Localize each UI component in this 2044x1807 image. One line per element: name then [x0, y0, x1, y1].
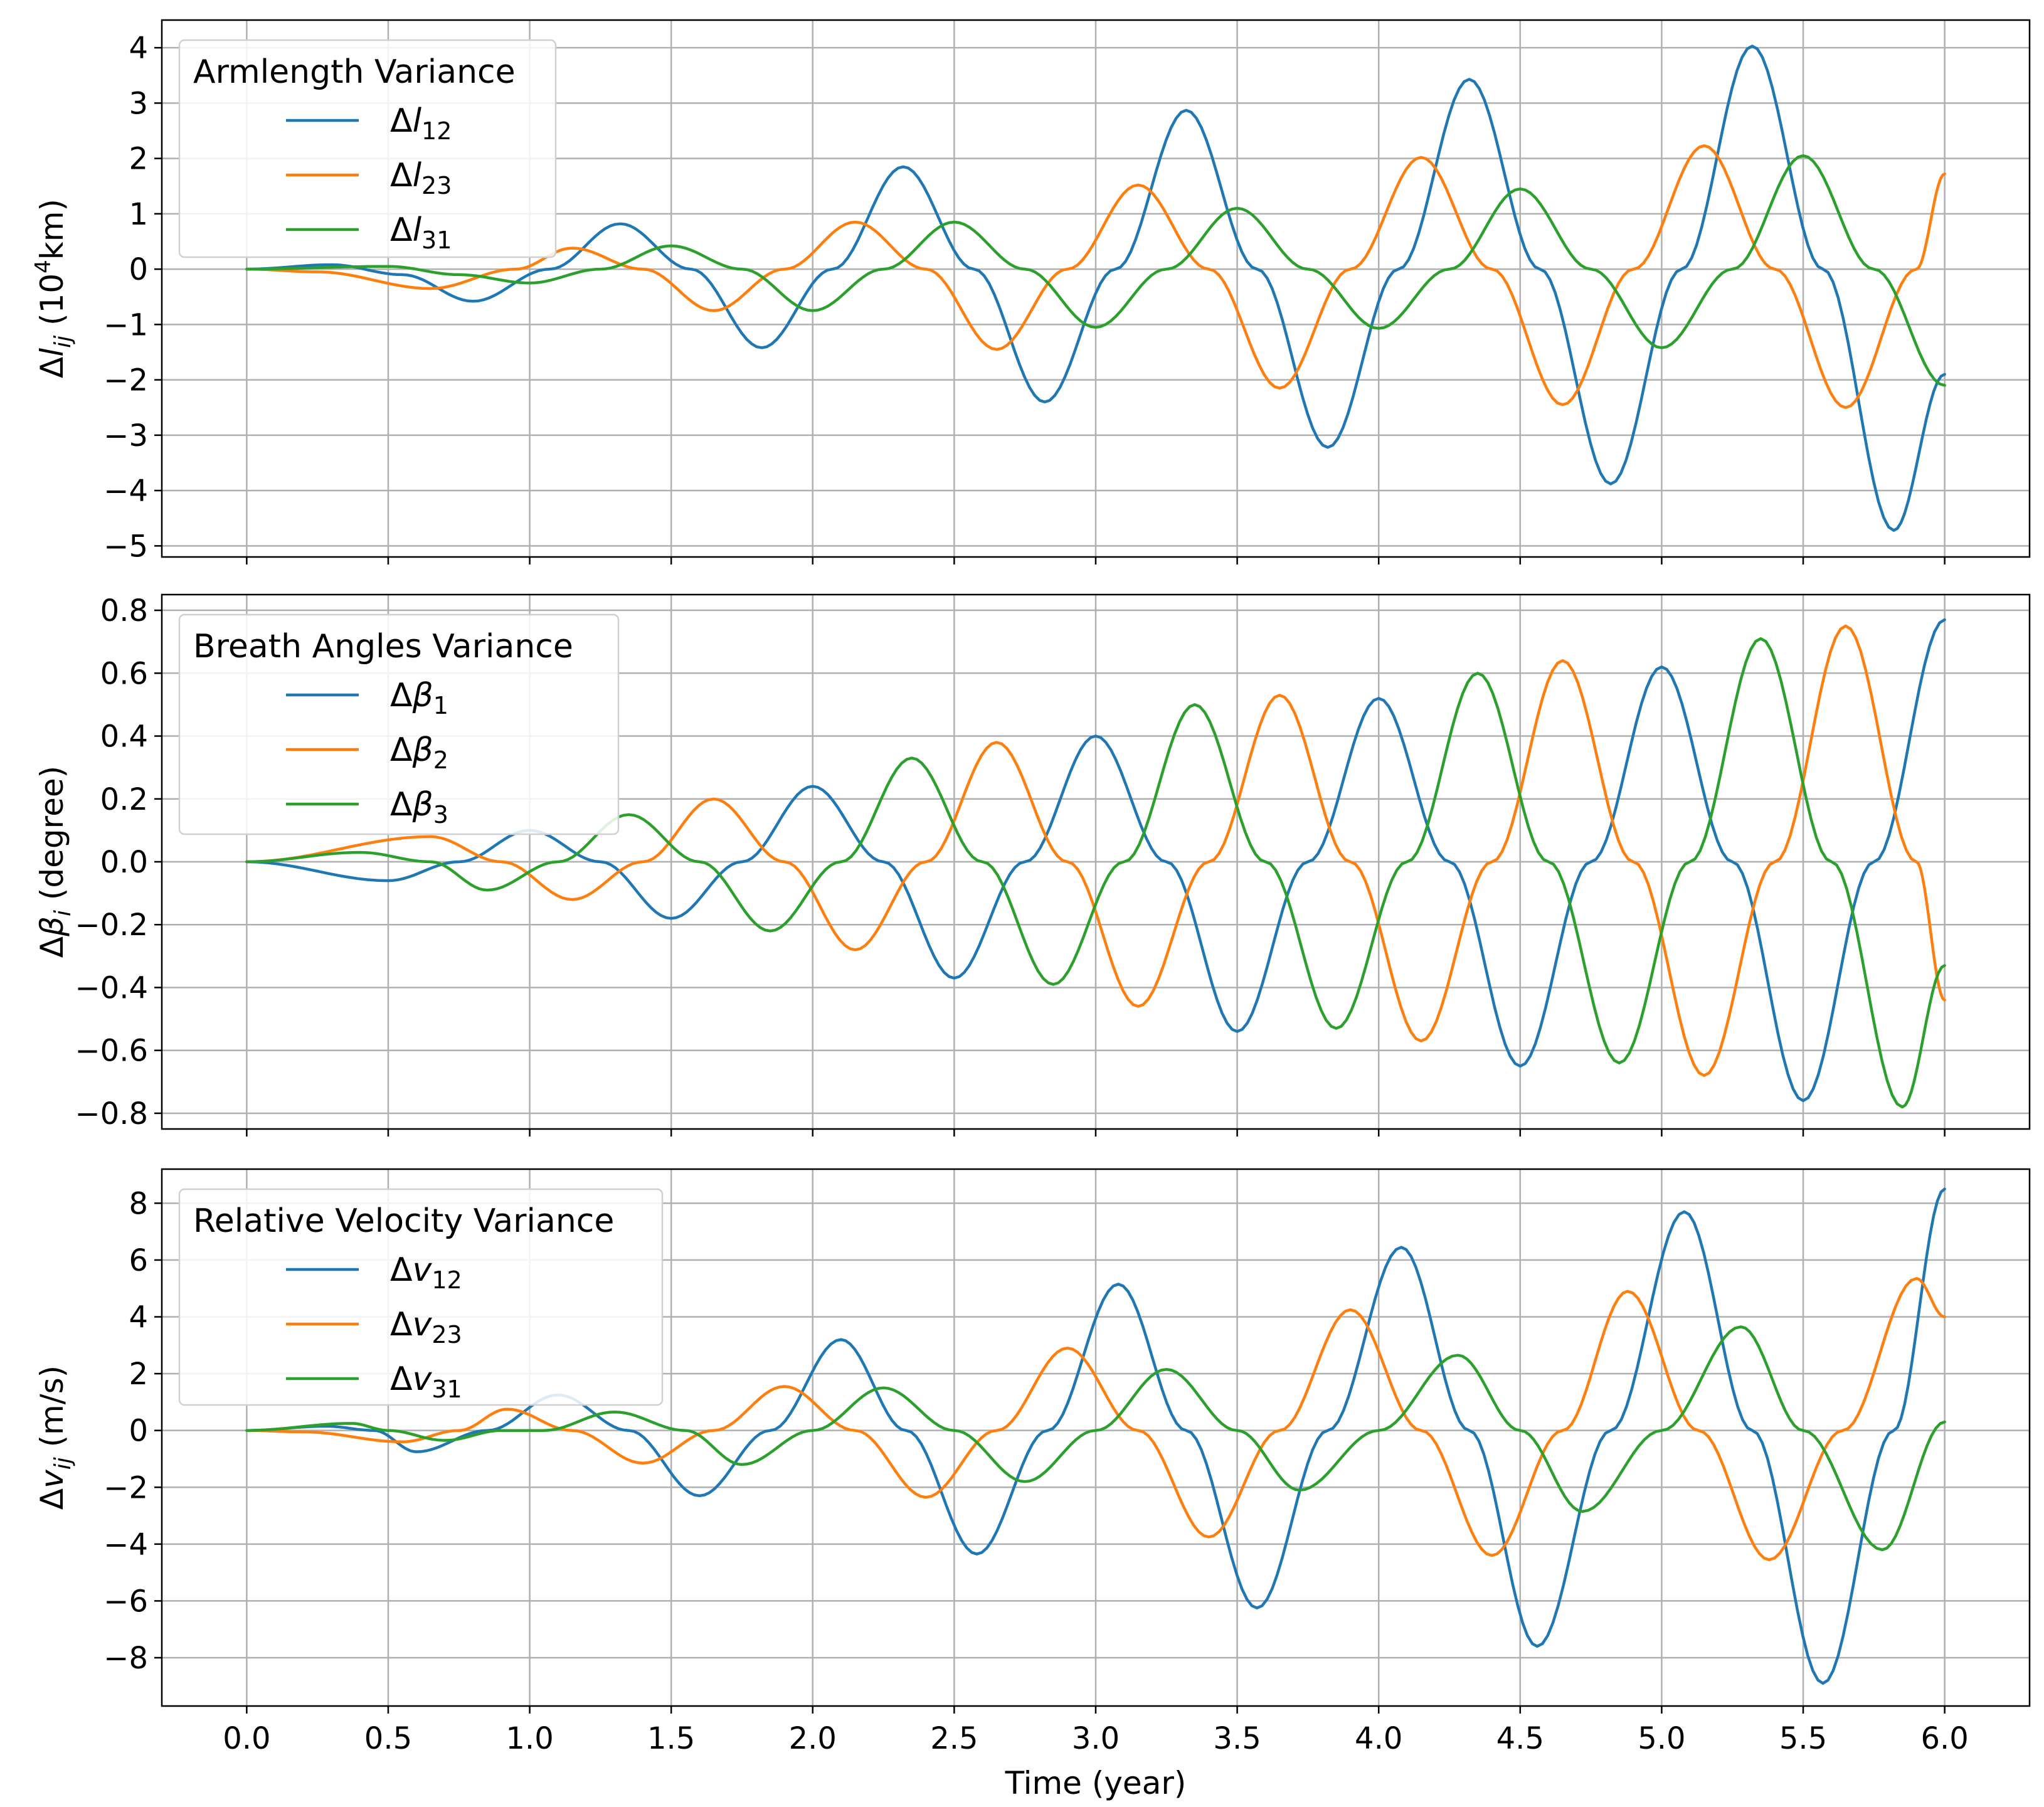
legend-label-Δv23: Δv23: [390, 1306, 462, 1349]
y-tick-label: 2: [129, 1357, 148, 1392]
legend-frame: [178, 39, 557, 258]
series-group: [245, 1187, 1946, 1685]
x-tick-label: 5.5: [1779, 1721, 1827, 1756]
y-tick-label: 1: [129, 197, 148, 232]
y-tick-label: −0.6: [75, 1034, 148, 1069]
panel-2: 0.8 0.6 0.4 0.2 0.0 −0.2 −0.4 −0.6 −0.8 Δβi (degr…: [34, 593, 2031, 1137]
legend-label-Δv31: Δv31: [390, 1360, 462, 1403]
y-axis-label: Δβi (degree): [34, 766, 76, 958]
y-tick-label: −3: [103, 418, 148, 453]
y-tick-label: −8: [103, 1641, 148, 1676]
x-axis-label: Time (year): [1005, 1765, 1187, 1801]
legend-label-Δβ3: Δβ3: [390, 786, 448, 829]
legend: Armlength Variance Δl12 Δl23 Δl31: [178, 39, 557, 258]
x-tick-label: 5.0: [1638, 1721, 1685, 1756]
y-tick-label: 0.2: [100, 782, 148, 817]
legend-frame: [178, 1188, 664, 1406]
legend-label-Δv12: Δv12: [390, 1251, 462, 1294]
x-tick-label: 2.5: [930, 1721, 978, 1756]
y-axis-label: Δlij (104km): [31, 199, 76, 378]
y-tick-label: 6: [129, 1243, 148, 1278]
legend-label-Δβ2: Δβ2: [390, 731, 448, 774]
legend-label-Δl23: Δl23: [390, 157, 452, 199]
legend: Breath Angles Variance Δβ1 Δβ2 Δβ3: [178, 613, 620, 835]
series-line-Δl23: [245, 144, 1946, 409]
series-group: [245, 45, 1946, 532]
y-tick-label: 4: [129, 1300, 148, 1335]
x-tick-label: 0.0: [223, 1721, 270, 1756]
y-tick-label: 0.4: [100, 719, 148, 755]
x-tick-label: 1.5: [647, 1721, 695, 1756]
series-line-Δv23: [245, 1277, 1946, 1562]
y-tick-label: −1: [103, 307, 148, 342]
series-group: [245, 618, 1946, 1109]
y-tick-label: 0.6: [100, 656, 148, 691]
x-tick-label: 2.0: [789, 1721, 837, 1756]
x-tick-label: 0.5: [364, 1721, 412, 1756]
y-tick-label: 8: [129, 1186, 148, 1221]
y-tick-label: 4: [129, 31, 148, 66]
panel-3: 8 6 4 2 0 −2 −4 −6 −8 0.0 0.5 1.0 1.5 2.0 2.5 3.0 3.5 4.0…: [34, 1168, 2031, 1756]
x-tick-label: 3.0: [1072, 1721, 1120, 1756]
legend-label-Δβ1: Δβ1: [390, 677, 448, 719]
y-tick-label: 3: [129, 86, 148, 121]
legend-label-Δl12: Δl12: [390, 102, 452, 145]
x-tick-label: 6.0: [1920, 1721, 1968, 1756]
legend-label-Δl31: Δl31: [390, 211, 452, 254]
y-tick-label: −0.4: [75, 970, 148, 1005]
legend: Relative Velocity Variance Δv12 Δv23 Δv31: [178, 1188, 664, 1406]
series-line-Δβ1: [245, 618, 1946, 1103]
y-tick-label: 0: [129, 252, 148, 287]
y-axis-label: Δvij (m/s): [34, 1365, 76, 1510]
y-tick-label: 0: [129, 1414, 148, 1449]
series-line-Δβ3: [245, 637, 1946, 1109]
panel-1: 4 3 2 1 0 −1 −2 −3 −4 −5 Δlij (104km) Armlength Var…: [31, 19, 2031, 564]
x-tick-label: 4.0: [1355, 1721, 1402, 1756]
y-tick-label: 0.0: [100, 845, 148, 880]
x-tick-label: 4.5: [1496, 1721, 1544, 1756]
y-tick-label: 0.8: [100, 593, 148, 628]
series-line-Δv31: [245, 1325, 1946, 1552]
y-tick-label: −4: [103, 1527, 148, 1562]
x-tick-label: 3.5: [1213, 1721, 1261, 1756]
y-tick-label: −0.8: [75, 1096, 148, 1131]
legend-frame: [178, 613, 620, 835]
y-tick-label: −0.2: [75, 908, 148, 943]
y-tick-label: −6: [103, 1584, 148, 1619]
legend-title: Armlength Variance: [193, 53, 516, 91]
legend-title: Breath Angles Variance: [193, 628, 573, 665]
y-tick-label: −2: [103, 363, 148, 398]
y-tick-label: −5: [103, 529, 148, 564]
series-line-Δl12: [245, 45, 1946, 532]
y-tick-label: −4: [103, 474, 148, 509]
y-tick-label: 2: [129, 142, 148, 177]
y-tick-label: −2: [103, 1470, 148, 1505]
panels: 4 3 2 1 0 −1 −2 −3 −4 −5 Δlij (104km) Armlength Var…: [31, 19, 2031, 1756]
series-line-Δl31: [245, 154, 1946, 387]
legend-title: Relative Velocity Variance: [193, 1202, 614, 1240]
x-tick-label: 1.0: [506, 1721, 553, 1756]
series-line-Δβ2: [245, 624, 1946, 1078]
